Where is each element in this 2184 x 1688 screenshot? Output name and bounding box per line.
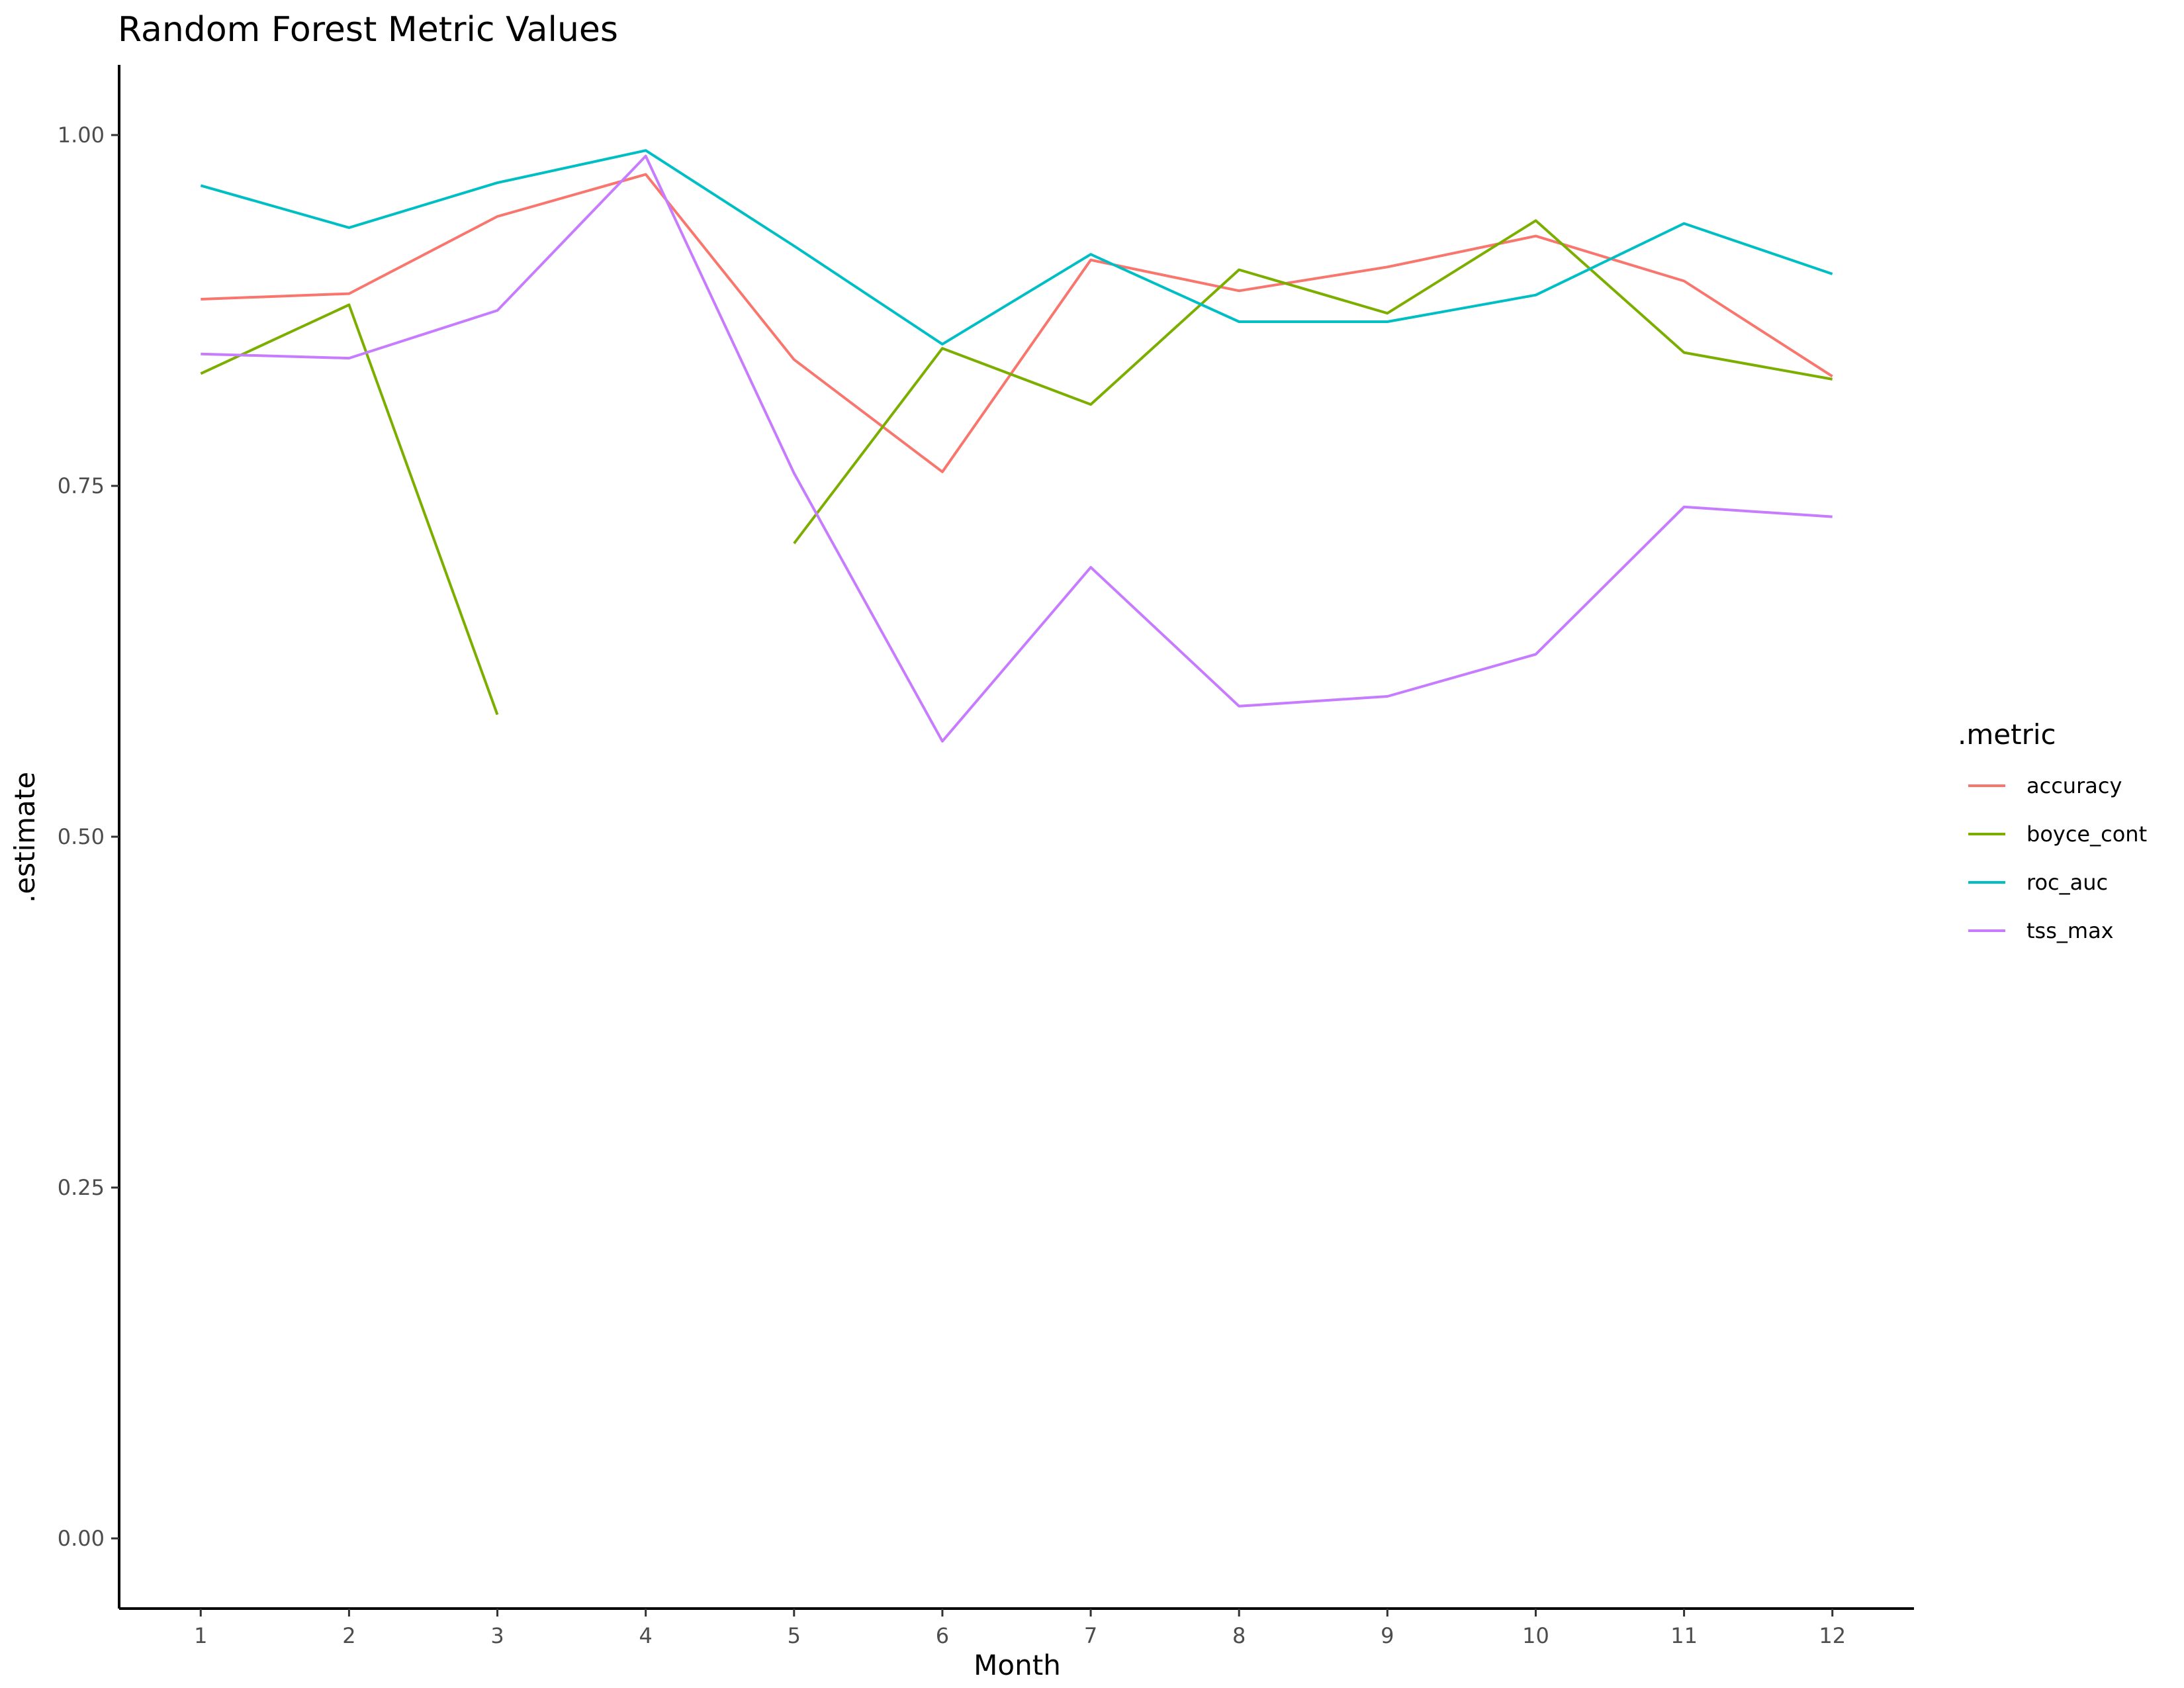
y-tick-label: 1.00 [58, 122, 105, 148]
series-line-boyce_cont [793, 219, 1833, 545]
x-tick-label: 6 [936, 1623, 949, 1648]
y-axis-title: .estimate [9, 772, 41, 903]
y-tick-label: 0.50 [58, 824, 105, 849]
x-tick-label: 8 [1232, 1623, 1246, 1648]
chart-title: Random Forest Metric Values [118, 10, 618, 50]
x-tick-label: 7 [1084, 1623, 1097, 1648]
legend-item-tss_max: tss_max [1968, 918, 2114, 943]
x-tick-label: 5 [788, 1623, 801, 1648]
legend-label: tss_max [2026, 918, 2114, 943]
series-line-roc_auc [200, 149, 1833, 346]
series-roc_auc [200, 149, 1833, 346]
x-tick-label: 3 [490, 1623, 504, 1648]
legend-item-roc_auc: roc_auc [1968, 870, 2108, 895]
legend-item-accuracy: accuracy [1968, 773, 2122, 798]
x-tick-label: 2 [342, 1623, 355, 1648]
series-accuracy [201, 173, 1833, 473]
legend-item-boyce_cont: boyce_cont [1968, 821, 2147, 847]
y-tick-label: 0.75 [58, 473, 105, 498]
legend: .metric accuracy boyce_cont roc_auc tss_max [1958, 718, 2147, 943]
y-axis: 0.00 0.25 0.50 0.75 1.00 [58, 122, 119, 1551]
x-tick-label: 12 [1819, 1623, 1846, 1648]
series-line-boyce_cont [200, 303, 499, 716]
y-tick-label: 0.25 [58, 1175, 105, 1200]
plot-area [200, 149, 1833, 743]
legend-title: .metric [1958, 718, 2056, 751]
x-tick-label: 1 [194, 1623, 207, 1648]
series-line-tss_max [201, 154, 1833, 743]
legend-label: boyce_cont [2026, 821, 2147, 847]
legend-label: accuracy [2026, 773, 2122, 798]
series-line-accuracy [201, 173, 1833, 473]
x-tick-label: 4 [639, 1623, 652, 1648]
x-axis-title: Month [974, 1649, 1061, 1681]
x-tick-label: 9 [1381, 1623, 1394, 1648]
x-tick-label: 10 [1522, 1623, 1549, 1648]
y-tick-label: 0.00 [58, 1526, 105, 1551]
x-axis: 1 2 3 4 5 6 7 8 9 10 11 12 [194, 1609, 1846, 1648]
x-tick-label: 11 [1670, 1623, 1698, 1648]
legend-label: roc_auc [2026, 870, 2108, 895]
series-boyce_cont [200, 219, 1833, 716]
series-tss_max [201, 154, 1833, 743]
